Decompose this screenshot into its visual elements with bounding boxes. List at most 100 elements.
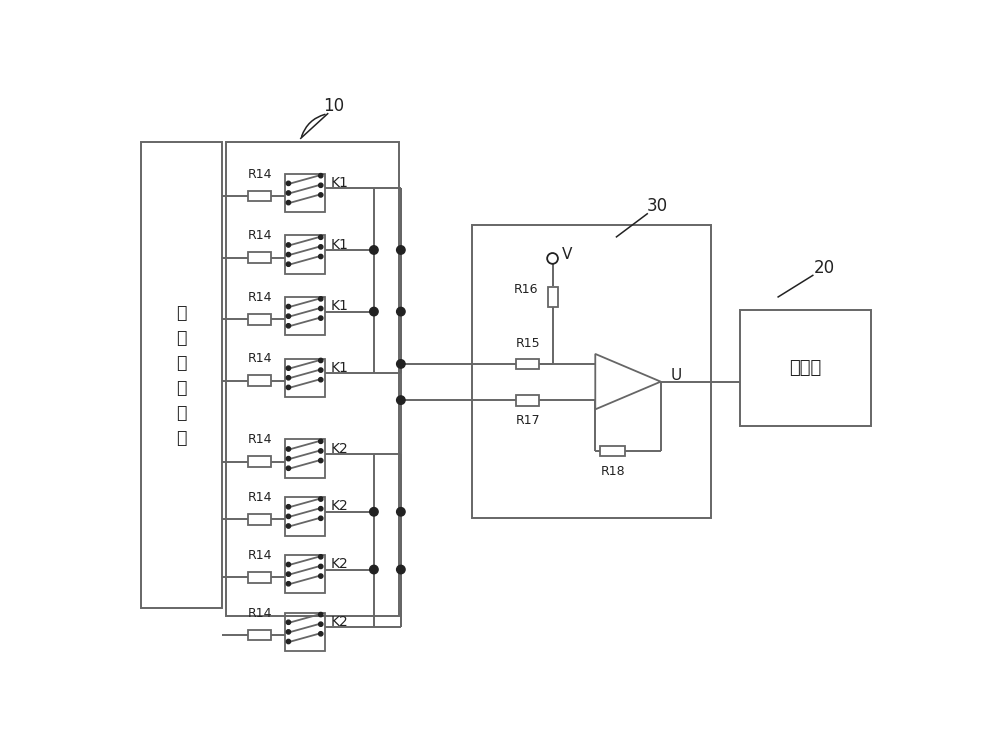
Circle shape [319, 439, 323, 444]
Circle shape [397, 307, 405, 316]
Polygon shape [595, 354, 661, 410]
Bar [248, 572, 271, 582]
Bar [285, 174, 325, 212]
Circle shape [319, 555, 323, 559]
Circle shape [370, 565, 378, 574]
Circle shape [286, 447, 291, 451]
Bar [285, 358, 325, 397]
Bar [285, 235, 325, 274]
Bar [248, 456, 271, 467]
Circle shape [286, 514, 291, 519]
Bar [248, 252, 271, 263]
Circle shape [319, 316, 323, 321]
Text: U: U [670, 368, 682, 383]
Circle shape [319, 459, 323, 463]
Circle shape [370, 307, 378, 316]
Circle shape [286, 620, 291, 625]
Circle shape [370, 246, 378, 255]
Bar [248, 629, 271, 640]
Text: K1: K1 [331, 237, 349, 252]
Circle shape [370, 508, 378, 516]
Text: R18: R18 [600, 464, 625, 478]
Circle shape [319, 368, 323, 372]
Bar [285, 297, 325, 335]
Circle shape [397, 565, 405, 574]
Bar [285, 439, 325, 478]
Circle shape [286, 562, 291, 567]
Bar [516, 358, 539, 370]
Text: R14: R14 [248, 433, 272, 447]
Circle shape [319, 245, 323, 249]
Text: R14: R14 [248, 168, 272, 180]
Circle shape [286, 630, 291, 634]
Circle shape [286, 252, 291, 257]
Text: R14: R14 [248, 291, 272, 304]
Circle shape [319, 306, 323, 311]
Circle shape [286, 181, 291, 186]
Bar [285, 555, 325, 594]
Bar [248, 514, 271, 525]
Circle shape [319, 612, 323, 617]
Text: K1: K1 [331, 299, 349, 313]
Circle shape [286, 385, 291, 390]
Circle shape [286, 304, 291, 309]
Circle shape [319, 193, 323, 197]
Circle shape [286, 456, 291, 461]
Circle shape [319, 497, 323, 502]
Text: R16: R16 [514, 283, 539, 296]
Circle shape [286, 366, 291, 370]
Text: V: V [562, 247, 572, 262]
Text: R14: R14 [248, 352, 272, 366]
Bar [248, 314, 271, 325]
Bar [548, 286, 558, 307]
Circle shape [319, 235, 323, 240]
Text: R14: R14 [248, 491, 272, 504]
Circle shape [319, 297, 323, 301]
Circle shape [286, 572, 291, 577]
Circle shape [319, 449, 323, 453]
Text: K1: K1 [331, 176, 349, 190]
Circle shape [319, 507, 323, 510]
Circle shape [397, 396, 405, 404]
Text: 控制器: 控制器 [789, 359, 821, 377]
Circle shape [397, 246, 405, 255]
Circle shape [319, 378, 323, 382]
Circle shape [286, 524, 291, 528]
Text: R14: R14 [248, 229, 272, 243]
Bar [285, 497, 325, 536]
Bar [248, 191, 271, 202]
Circle shape [319, 574, 323, 578]
Bar [600, 445, 625, 456]
Text: 直
流
源
接
入
点: 直 流 源 接 入 点 [177, 303, 187, 447]
Circle shape [319, 255, 323, 259]
Circle shape [286, 243, 291, 247]
Bar [285, 613, 325, 651]
Circle shape [286, 505, 291, 509]
Text: K2: K2 [331, 499, 349, 513]
Circle shape [319, 183, 323, 188]
Circle shape [319, 174, 323, 178]
Circle shape [547, 253, 558, 264]
Circle shape [286, 324, 291, 328]
Text: K1: K1 [331, 361, 349, 375]
Circle shape [319, 358, 323, 363]
Circle shape [286, 582, 291, 586]
Text: 30: 30 [647, 197, 668, 215]
Text: R14: R14 [248, 606, 272, 620]
Circle shape [286, 375, 291, 380]
Circle shape [319, 622, 323, 626]
Text: K2: K2 [331, 441, 349, 456]
Circle shape [319, 564, 323, 568]
Bar [516, 395, 539, 406]
Bar [248, 375, 271, 387]
Circle shape [286, 640, 291, 643]
Bar [141, 142, 222, 608]
Circle shape [286, 314, 291, 318]
Circle shape [397, 508, 405, 516]
Circle shape [286, 466, 291, 470]
Circle shape [286, 191, 291, 195]
Text: 10: 10 [323, 97, 344, 115]
Bar [740, 310, 871, 425]
Text: R17: R17 [516, 414, 540, 427]
Circle shape [319, 631, 323, 636]
